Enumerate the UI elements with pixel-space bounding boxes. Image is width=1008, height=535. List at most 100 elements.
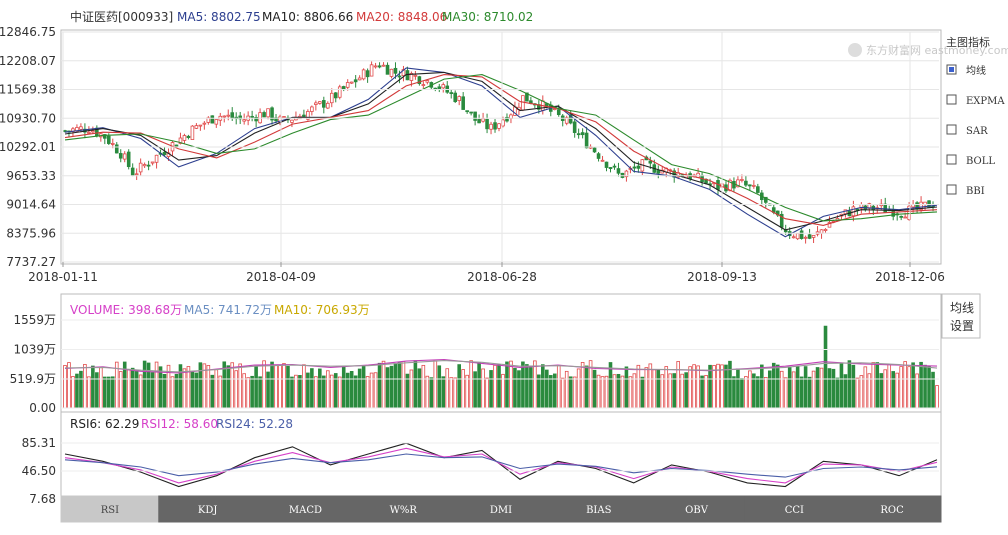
candle-body	[919, 201, 923, 210]
candle-body	[361, 69, 366, 80]
tab-kdj[interactable]: KDJ	[158, 495, 258, 523]
candle-body	[425, 80, 430, 83]
volume-bar	[282, 363, 286, 409]
candle-body	[250, 115, 254, 118]
candle-body	[182, 135, 187, 141]
price-x-tick: 2018-06-28	[467, 270, 537, 284]
tab-bias[interactable]: BIAS	[549, 495, 649, 523]
volume-bar	[823, 325, 828, 409]
volume-bar	[859, 375, 864, 409]
volume-bar	[767, 370, 772, 409]
rsi-rsi12-line	[64, 447, 938, 484]
price-y-tick: 8375.96	[6, 226, 56, 240]
tab-label: RSI	[101, 505, 119, 516]
candle-body	[449, 92, 454, 94]
volume-bar	[170, 376, 175, 409]
volume-bar	[576, 368, 581, 409]
volume-bar	[533, 360, 537, 409]
volume-bar	[210, 374, 215, 409]
volume-bar	[310, 368, 314, 409]
side-panel-title: 主图指标	[946, 35, 990, 49]
volume-bar	[568, 376, 573, 409]
tab-dmi[interactable]: DMI	[451, 495, 551, 523]
price-y-tick: 7737.27	[6, 255, 56, 269]
volume-bar	[437, 365, 442, 409]
checkbox[interactable]	[946, 184, 957, 195]
volume-bar	[381, 360, 386, 409]
indicator-side-panel: 主图指标 均线 EXPMA SAR BOLL BBI	[946, 35, 1005, 197]
volume-bar	[302, 364, 306, 409]
indicator-option-bbi[interactable]: BBI	[946, 184, 985, 197]
rsi-rsi24-line	[64, 453, 938, 478]
candle-body	[122, 153, 127, 160]
volume-bar	[365, 376, 370, 409]
price-x-tick: 2018-09-13	[687, 270, 757, 284]
volume-bar	[266, 371, 270, 409]
candle-body	[134, 173, 139, 176]
volume-y-tick: 519.9万	[10, 372, 56, 386]
volume-bar	[218, 375, 223, 409]
volume-bar	[397, 362, 402, 409]
candle-body	[624, 170, 629, 178]
candle-body	[883, 203, 888, 213]
tab-wpctr[interactable]: W%R	[353, 495, 453, 523]
tab-label: ROC	[880, 505, 904, 516]
volume-y-tick: 0.00	[29, 401, 56, 415]
candle-body	[405, 70, 410, 81]
checkbox[interactable]	[946, 94, 957, 105]
volume-bar	[234, 370, 239, 409]
volume-bar	[541, 364, 545, 409]
tab-cci[interactable]: CCI	[744, 495, 844, 523]
candle-body	[353, 79, 358, 83]
indicator-option-boll[interactable]: BOLL	[946, 154, 995, 167]
volume-bar	[760, 364, 764, 409]
indicator-option-expma[interactable]: EXPMA	[946, 94, 1005, 107]
tab-roc[interactable]: ROC	[842, 495, 942, 523]
tab-label: OBV	[685, 505, 709, 516]
volume-bar	[118, 371, 123, 409]
rsi24-value: RSI24: 52.28	[216, 417, 293, 431]
candle-body	[791, 236, 796, 239]
volume-bar	[286, 365, 290, 409]
option-label: BBI	[966, 186, 985, 197]
volume-bar	[250, 375, 254, 409]
tab-obv[interactable]: OBV	[647, 495, 746, 523]
volume-bar	[258, 376, 262, 409]
volume-bar	[803, 366, 808, 409]
candle-body	[584, 132, 589, 149]
volume-bar	[847, 360, 852, 409]
candle-body	[505, 116, 509, 122]
candle-body	[632, 166, 637, 169]
candle-body	[318, 101, 322, 104]
volume-bar	[214, 369, 219, 409]
volume-bar	[728, 360, 732, 409]
indicator-option-均线[interactable]: 均线	[946, 64, 986, 77]
volume-bar	[560, 377, 565, 409]
candle-body	[457, 96, 461, 101]
volume-bar	[835, 377, 840, 409]
volume-bar	[110, 376, 115, 409]
candle-body	[290, 119, 294, 123]
volume-bar	[815, 367, 820, 409]
ma-settings-button[interactable]: 均线 设置	[941, 293, 981, 339]
candle-body	[827, 222, 832, 228]
volume-bar	[656, 369, 661, 409]
tab-macd[interactable]: MACD	[256, 495, 355, 523]
checkbox[interactable]	[946, 154, 957, 165]
watermark: 东方财富网 eastmoney.com	[848, 43, 1008, 57]
volume-bar	[712, 365, 716, 409]
volume-ma5: MA5: 741.72万	[184, 303, 272, 317]
candle-body	[325, 102, 330, 109]
volume-y-tick: 1039万	[13, 343, 56, 357]
indicator-option-sar[interactable]: SAR	[946, 124, 988, 137]
checkbox[interactable]	[946, 124, 957, 135]
tab-rsi[interactable]: RSI	[60, 495, 160, 523]
volume-bar	[899, 366, 903, 409]
volume-bar	[126, 369, 131, 409]
candle-body	[616, 168, 621, 174]
tab-label: BIAS	[586, 505, 612, 516]
candle-body	[146, 164, 151, 167]
candle-body	[441, 84, 446, 89]
volume-bar	[298, 375, 302, 409]
